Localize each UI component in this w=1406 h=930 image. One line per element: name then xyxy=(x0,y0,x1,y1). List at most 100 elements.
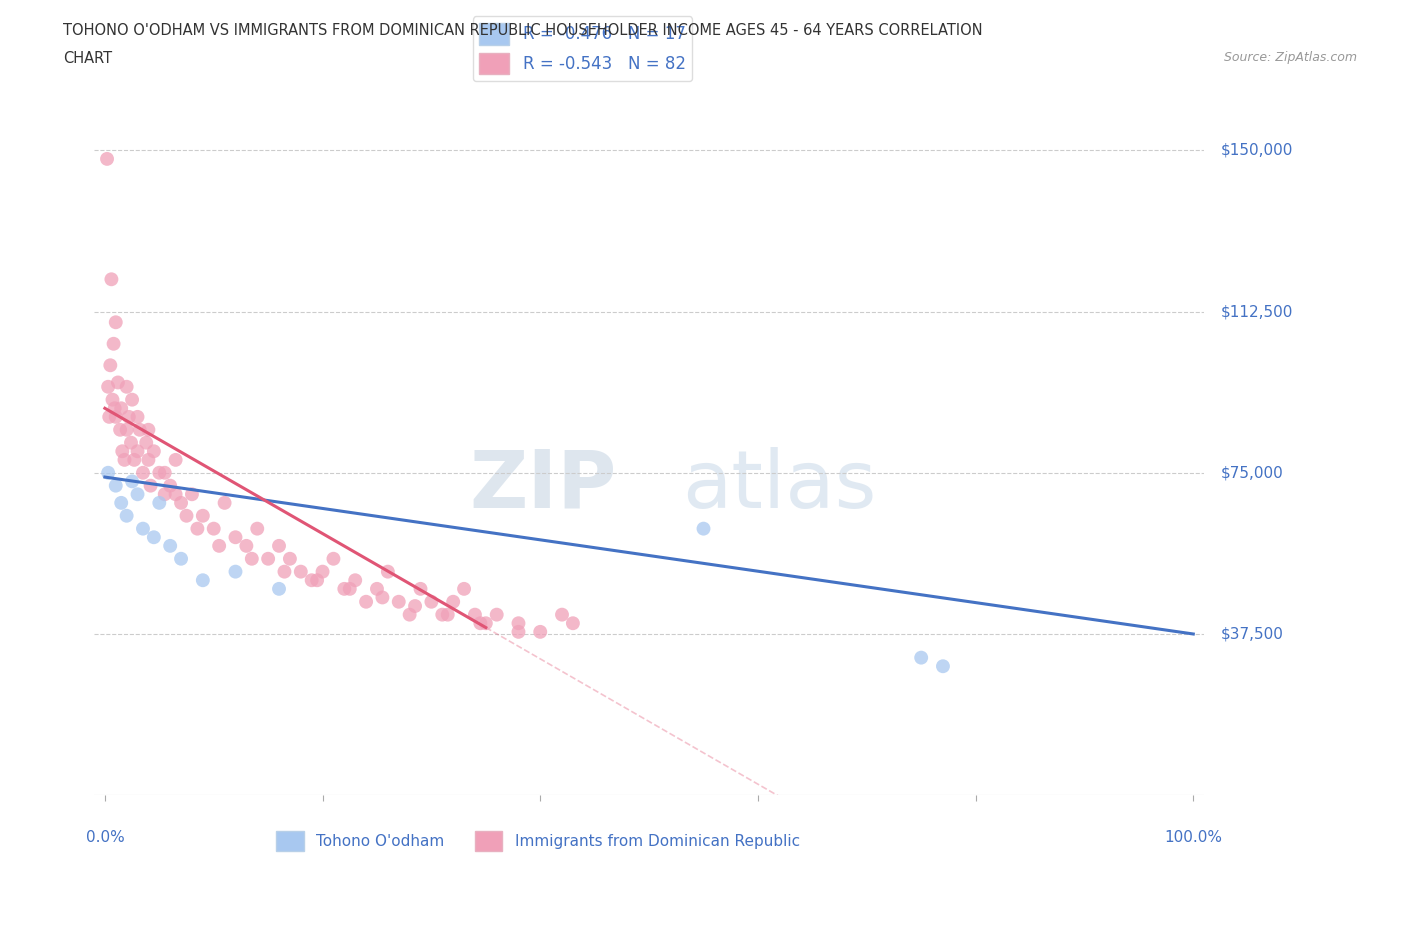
Point xyxy=(322,551,344,566)
Point xyxy=(333,581,356,596)
Point xyxy=(138,422,160,437)
Point xyxy=(240,551,263,566)
Point xyxy=(214,496,236,511)
Point xyxy=(104,478,127,493)
Text: TOHONO O'ODHAM VS IMMIGRANTS FROM DOMINICAN REPUBLIC HOUSEHOLDER INCOME AGES 45 : TOHONO O'ODHAM VS IMMIGRANTS FROM DOMINI… xyxy=(63,23,983,38)
Point xyxy=(311,565,333,579)
Point xyxy=(103,337,125,352)
Point xyxy=(127,486,149,501)
Point xyxy=(692,521,714,536)
Point xyxy=(148,496,170,511)
Point xyxy=(127,444,149,458)
Text: $75,000: $75,000 xyxy=(1220,465,1284,480)
Point xyxy=(436,607,458,622)
Point xyxy=(371,590,394,604)
Point xyxy=(278,551,301,566)
Point xyxy=(475,616,498,631)
Point xyxy=(529,624,551,639)
Point xyxy=(464,607,486,622)
Point xyxy=(96,152,118,166)
Point xyxy=(441,594,464,609)
Point xyxy=(176,509,198,524)
Point xyxy=(432,607,454,622)
Point xyxy=(142,444,165,458)
Point xyxy=(132,521,155,536)
Point xyxy=(485,607,508,622)
Point xyxy=(307,573,329,588)
Point xyxy=(420,594,443,609)
Point xyxy=(111,444,134,458)
Text: atlas: atlas xyxy=(682,446,876,525)
Point xyxy=(267,581,290,596)
Point xyxy=(508,616,530,631)
Point xyxy=(377,565,399,579)
Point xyxy=(404,599,426,614)
Point xyxy=(290,565,312,579)
Point xyxy=(110,496,132,511)
Point xyxy=(267,538,290,553)
Point xyxy=(165,452,187,467)
Point xyxy=(97,465,120,480)
Point xyxy=(127,409,149,424)
Point xyxy=(114,452,136,467)
Point xyxy=(366,581,388,596)
Point xyxy=(98,358,121,373)
Point xyxy=(142,530,165,545)
Point xyxy=(932,658,955,673)
Point xyxy=(115,379,138,394)
Point xyxy=(138,452,160,467)
Point xyxy=(470,616,492,631)
Point xyxy=(191,573,214,588)
Point xyxy=(257,551,280,566)
Point xyxy=(910,650,932,665)
Point xyxy=(115,509,138,524)
Point xyxy=(398,607,420,622)
Point xyxy=(101,392,124,407)
Point xyxy=(508,624,530,639)
Point xyxy=(104,401,127,416)
Text: CHART: CHART xyxy=(63,51,112,66)
Point xyxy=(121,474,143,489)
Point xyxy=(139,478,162,493)
Point xyxy=(98,409,121,424)
Point xyxy=(148,465,170,480)
Point xyxy=(110,401,132,416)
Point xyxy=(561,616,583,631)
Point xyxy=(453,581,475,596)
Point xyxy=(208,538,231,553)
Point xyxy=(246,521,269,536)
Point xyxy=(388,594,411,609)
Text: Source: ZipAtlas.com: Source: ZipAtlas.com xyxy=(1223,51,1357,64)
Text: 0.0%: 0.0% xyxy=(86,830,124,844)
Point xyxy=(107,375,129,390)
Point xyxy=(344,573,367,588)
Text: ZIP: ZIP xyxy=(470,446,616,525)
Point xyxy=(339,581,361,596)
Point xyxy=(104,409,127,424)
Point xyxy=(135,435,157,450)
Text: $150,000: $150,000 xyxy=(1220,143,1294,158)
Point xyxy=(153,486,176,501)
Point xyxy=(551,607,574,622)
Text: 100.0%: 100.0% xyxy=(1164,830,1222,844)
Point xyxy=(159,478,181,493)
Point xyxy=(165,486,187,501)
Point xyxy=(191,509,214,524)
Point xyxy=(153,465,176,480)
Point xyxy=(104,315,127,330)
Point xyxy=(186,521,208,536)
Point xyxy=(301,573,323,588)
Point xyxy=(122,452,145,467)
Point xyxy=(224,530,246,545)
Point xyxy=(235,538,257,553)
Point xyxy=(273,565,295,579)
Text: $37,500: $37,500 xyxy=(1220,627,1284,642)
Point xyxy=(170,551,193,566)
Point xyxy=(128,422,150,437)
Point xyxy=(181,486,204,501)
Point xyxy=(120,435,142,450)
Point xyxy=(115,422,138,437)
Point xyxy=(224,565,246,579)
Point xyxy=(132,465,155,480)
Point xyxy=(170,496,193,511)
